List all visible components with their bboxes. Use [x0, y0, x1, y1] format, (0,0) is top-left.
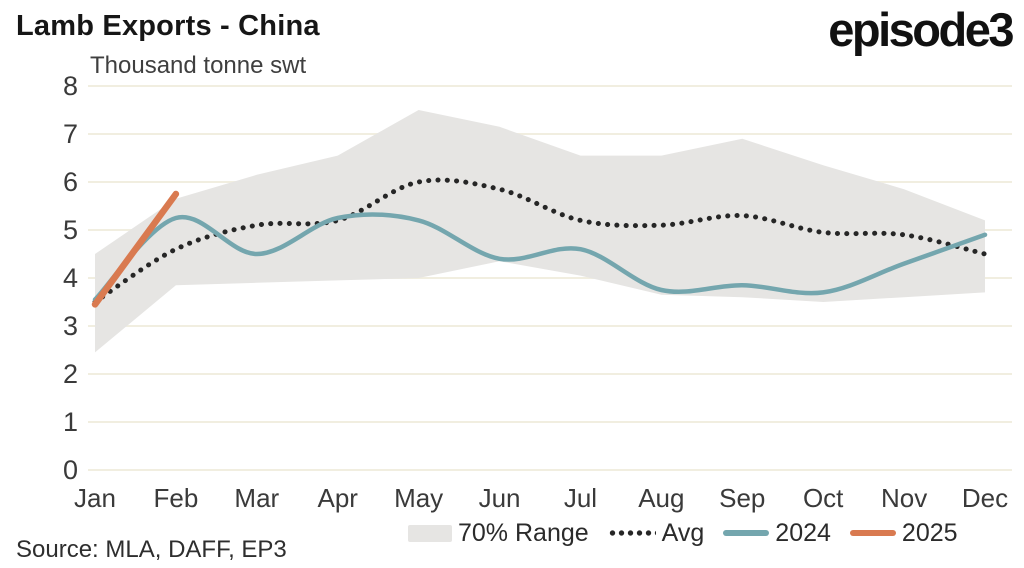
svg-text:Jan: Jan: [74, 483, 116, 513]
svg-text:5: 5: [63, 215, 78, 245]
svg-text:7: 7: [63, 119, 78, 149]
y-axis-unit-label: Thousand tonne swt: [90, 52, 307, 79]
legend-item-2025: 2025: [849, 518, 958, 548]
svg-text:Nov: Nov: [881, 483, 927, 513]
svg-text:3: 3: [63, 311, 78, 341]
avg-dotted-swatch-icon: [607, 530, 656, 536]
range-band-swatch-icon: [408, 524, 452, 542]
line-2024-swatch-icon: [723, 530, 770, 536]
episode3-logo: episode3: [828, 3, 1014, 56]
svg-text:1: 1: [63, 407, 78, 437]
legend-label-2025: 2025: [901, 518, 958, 547]
svg-text:0: 0: [63, 455, 78, 485]
legend-item-2024: 2024: [723, 519, 831, 548]
svg-text:6: 6: [63, 167, 78, 197]
svg-text:Mar: Mar: [234, 483, 279, 513]
legend-label-2024: 2024: [775, 518, 831, 547]
line-2025-swatch-icon: [849, 530, 896, 536]
svg-text:Oct: Oct: [803, 483, 844, 513]
legend-label-avg: Avg: [661, 518, 705, 547]
svg-text:Dec: Dec: [962, 483, 1008, 513]
svg-text:Jul: Jul: [564, 483, 597, 513]
legend-item-70-range: 70% Range: [408, 519, 589, 548]
svg-text:2: 2: [63, 359, 78, 389]
legend-item-avg: Avg: [607, 518, 705, 548]
svg-text:4: 4: [63, 263, 78, 293]
legend-label-70-range: 70% Range: [458, 518, 589, 547]
chart-legend: 70% Range Avg 2024 2025: [408, 518, 958, 548]
svg-text:Jun: Jun: [479, 483, 521, 513]
svg-text:Apr: Apr: [317, 483, 358, 513]
svg-text:8: 8: [63, 71, 78, 101]
svg-text:May: May: [394, 483, 443, 513]
page-title: Lamb Exports - China: [16, 10, 320, 42]
source-note: Source: MLA, DAFF, EP3: [16, 536, 287, 563]
svg-text:Sep: Sep: [719, 483, 765, 513]
svg-text:Feb: Feb: [154, 483, 199, 513]
svg-text:Aug: Aug: [638, 483, 684, 513]
